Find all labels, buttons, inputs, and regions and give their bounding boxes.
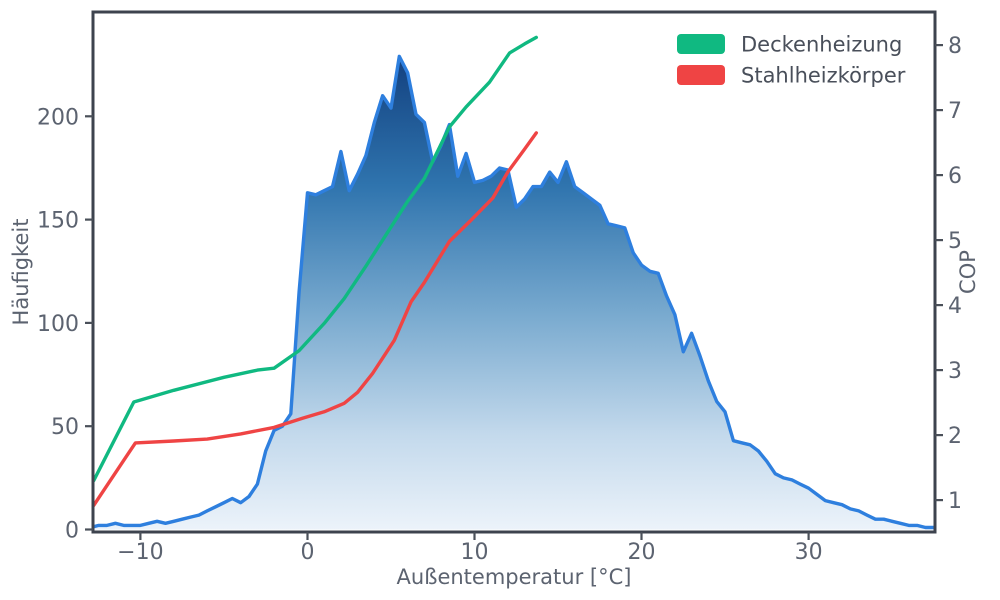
y-right-tick-label: 4 <box>948 294 962 319</box>
y-left-tick-label: 100 <box>37 312 79 337</box>
x-tick-label: −10 <box>117 540 163 565</box>
y-left-tick-label: 200 <box>37 105 79 130</box>
y-right-tick-label: 3 <box>948 359 962 384</box>
x-tick-label: 10 <box>461 540 489 565</box>
legend-label-deckenheizung: Deckenheizung <box>741 33 902 57</box>
y-left-tick-label: 150 <box>37 209 79 234</box>
deckenheizung-cop-line <box>93 35 538 483</box>
temperature-histogram-outline <box>93 54 935 530</box>
legend-swatch-stahlheizkoerper <box>677 65 725 85</box>
y-right-tick-label: 5 <box>948 229 962 254</box>
y-right-tick-label: 1 <box>948 489 962 514</box>
x-axis-label: Außentemperatur [°C] <box>397 565 632 589</box>
legend: Deckenheizung Stahlheizkörper <box>677 33 906 88</box>
y-right-tick-label: 2 <box>948 424 962 449</box>
y-right-tick-label: 6 <box>948 164 962 189</box>
y-right-tick-label: 7 <box>948 99 962 124</box>
legend-label-stahlheizkoerper: Stahlheizkörper <box>741 64 906 88</box>
x-tick-label: 20 <box>628 540 656 565</box>
y-axis-label-right: COP <box>956 250 980 294</box>
axes-frame <box>91 10 937 534</box>
y-axis-label-left: Häufigkeit <box>9 219 33 326</box>
y-right-tick-label: 8 <box>948 34 962 59</box>
axis-ticks <box>85 43 943 540</box>
stahlheizkoerper-cop-line <box>93 131 538 508</box>
y-left-tick-label: 50 <box>51 415 79 440</box>
axis-tick-labels: −10 0 10 20 30 0 50 100 150 200 1 2 3 4 5 6 7 8 <box>37 34 962 565</box>
x-tick-label: 30 <box>795 540 823 565</box>
x-tick-label: 0 <box>301 540 315 565</box>
legend-swatch-deckenheizung <box>677 34 725 54</box>
y-left-tick-label: 0 <box>65 519 79 544</box>
